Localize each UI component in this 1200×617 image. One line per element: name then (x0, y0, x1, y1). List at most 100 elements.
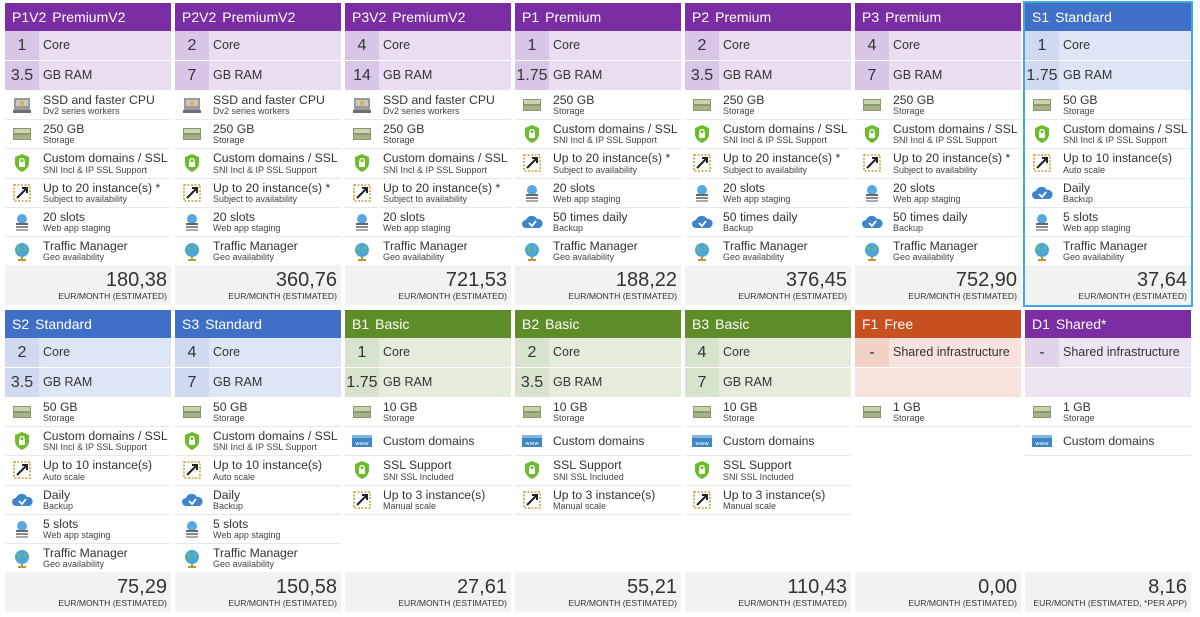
price-note: EUR/MONTH (ESTIMATED) (738, 598, 847, 608)
price-amount: 55,21 (626, 576, 677, 598)
price-note: EUR/MONTH (ESTIMATED) (398, 598, 507, 608)
tier-card-s3[interactable]: S3 Standard 4 Core 7 GB RAM 50 GB Storage Custom… (175, 310, 341, 612)
price-amount: 150,58 (275, 576, 337, 598)
price-note: EUR/MONTH (ESTIMATED) (568, 598, 677, 608)
tier-header: P2 Premium (685, 3, 851, 31)
feature-row: SSD and faster CPU Dv2 series workers (345, 91, 511, 121)
tier-header: P1V2 PremiumV2 (5, 3, 171, 31)
feature-text: Traffic Manager Geo availability (213, 547, 298, 569)
feature-title: 250 GB (723, 92, 765, 107)
feature-text: Traffic Manager Geo availability (893, 240, 978, 262)
feature-subtitle: Storage (213, 413, 245, 424)
feature-row: Up to 3 instance(s) Manual scale (515, 486, 681, 515)
feature-row: Daily Backup (1025, 179, 1191, 208)
feature-title: Up to 3 instance(s) (723, 487, 826, 502)
feature-title: Traffic Manager (43, 238, 128, 253)
tier-card-p3v2[interactable]: P3V2 PremiumV2 4 Core 14 GB RAM SSD and faster… (345, 3, 511, 305)
feature-title: Custom domains (553, 434, 645, 449)
tier-header: P3 Premium (855, 3, 1021, 31)
scale-icon (11, 460, 33, 480)
feature-row: Up to 3 instance(s) Manual scale (345, 486, 511, 515)
spec-value: 1 (515, 31, 549, 60)
tier-code: B3 (692, 316, 710, 332)
price-amount: 27,61 (456, 576, 507, 598)
feature-row: 20 slots Web app staging (685, 179, 851, 208)
price-amount: 110,43 (787, 576, 847, 598)
ssl-shield-icon (1031, 124, 1053, 144)
tier-price: 376,45 EUR/MONTH (ESTIMATED) (685, 265, 851, 305)
feature-title: Custom domains / SSL (383, 151, 508, 166)
tier-header: B3 Basic (685, 310, 851, 338)
feature-subtitle: Geo availability (43, 252, 105, 263)
tier-card-d1[interactable]: D1 Shared* - Shared infrastructure 1 GB Stora… (1025, 310, 1191, 612)
svg-text:www: www (695, 441, 709, 447)
tier-code: S1 (1032, 9, 1050, 25)
storage-icon (861, 402, 883, 422)
feature-title: 250 GB (553, 92, 595, 107)
feature-subtitle: Backup (723, 222, 754, 233)
feature-text: Traffic Manager Geo availability (553, 240, 638, 262)
ssl-shield-icon (861, 124, 883, 144)
tier-card-s1[interactable]: S1 Standard 1 Core 1.75 GB RAM 50 GB Storage Cus… (1023, 1, 1193, 307)
tier-card-p1[interactable]: P1 Premium 1 Core 1.75 GB RAM 250 GB Storage Cus… (515, 3, 681, 305)
feature-row: SSD and faster CPU Dv2 series workers (175, 91, 341, 121)
tier-card-p1v2[interactable]: P1V2 PremiumV2 1 Core 3.5 GB RAM SSD and faste… (5, 3, 171, 305)
svg-text:www: www (1035, 441, 1049, 447)
spec-value: 1 (5, 31, 39, 60)
feature-row: 250 GB Storage (515, 91, 681, 121)
slots-icon (861, 183, 883, 203)
feature-title: 5 slots (1063, 209, 1099, 224)
tier-card-b3[interactable]: B3 Basic 4 Core 7 GB RAM 10 GB Storage www Custom… (685, 310, 851, 612)
feature-title: SSL Support (383, 458, 452, 473)
feature-subtitle: SNI Incl & IP SSL Support (553, 135, 658, 146)
spec-value: 3.5 (685, 61, 719, 90)
tier-card-p2v2[interactable]: P2V2 PremiumV2 2 Core 7 GB RAM SSD and faster … (175, 3, 341, 305)
spec-ram: 1.75 GB RAM (345, 368, 511, 398)
storage-icon (861, 95, 883, 115)
ssd-icon (181, 95, 203, 115)
feature-subtitle: Web app staging (213, 529, 281, 540)
spec-unit: Core (553, 38, 581, 52)
tier-card-b1[interactable]: B1 Basic 1 Core 1.75 GB RAM 10 GB Storage www Cus… (345, 310, 511, 612)
feature-row: Up to 20 instance(s) * Subject to availab… (515, 149, 681, 179)
backup-cloud-icon (521, 212, 543, 232)
ssl-shield-icon (351, 153, 373, 173)
feature-row: SSL Support SNI SSL Included (345, 456, 511, 486)
feature-subtitle: Geo availability (43, 559, 105, 570)
tier-card-b2[interactable]: B2 Basic 2 Core 3.5 GB RAM 10 GB Storage www Cust… (515, 310, 681, 612)
tier-card-p2[interactable]: P2 Premium 2 Core 3.5 GB RAM 250 GB Storage Cust… (685, 3, 851, 305)
storage-icon (691, 402, 713, 422)
feature-text: Up to 3 instance(s) Manual scale (723, 487, 826, 511)
feature-row: Traffic Manager Geo availability (5, 237, 171, 267)
feature-row: 50 times daily Backup (515, 208, 681, 237)
feature-title: SSL Support (723, 458, 792, 473)
tier-name: Standard (35, 316, 92, 332)
feature-title: 50 GB (1063, 92, 1098, 107)
feature-text: Traffic Manager Geo availability (383, 240, 468, 262)
feature-text: 50 times daily Backup (893, 211, 968, 233)
feature-row: 5 slots Web app staging (5, 515, 171, 544)
feature-subtitle: SNI Incl & IP SSL Support (213, 442, 318, 453)
feature-title: Up to 10 instance(s) (1063, 151, 1173, 166)
backup-cloud-icon (11, 490, 33, 510)
feature-title: Custom domains (723, 434, 815, 449)
price-amount: 180,38 (105, 269, 167, 291)
spec-cores: - Shared infrastructure (855, 338, 1021, 368)
feature-row: SSL Support SNI SSL Included (515, 456, 681, 486)
feature-title: 250 GB (213, 122, 255, 137)
tier-card-p3[interactable]: P3 Premium 4 Core 7 GB RAM 250 GB Storage Custom… (855, 3, 1021, 305)
price-note: EUR/MONTH (ESTIMATED) (58, 291, 167, 301)
feature-title: Traffic Manager (383, 238, 468, 253)
feature-subtitle: Manual scale (553, 500, 607, 511)
feature-row: Custom domains / SSL SNI Incl & IP SSL Su… (5, 149, 171, 179)
spec-value: 7 (175, 368, 209, 397)
spec-cores: 4 Core (685, 338, 851, 368)
tier-card-s2[interactable]: S2 Standard 2 Core 3.5 GB RAM 50 GB Storage Cust… (5, 310, 171, 612)
feature-title: 250 GB (893, 92, 935, 107)
feature-text: Up to 10 instance(s) Auto scale (1063, 152, 1172, 174)
feature-text: Custom domains (553, 435, 644, 447)
spec-unit: Core (723, 38, 751, 52)
price-note: EUR/MONTH (ESTIMATED) (908, 291, 1017, 301)
price-amount: 360,76 (275, 269, 337, 291)
tier-card-f1[interactable]: F1 Free - Shared infrastructure 1 GB Storage 0… (855, 310, 1021, 612)
